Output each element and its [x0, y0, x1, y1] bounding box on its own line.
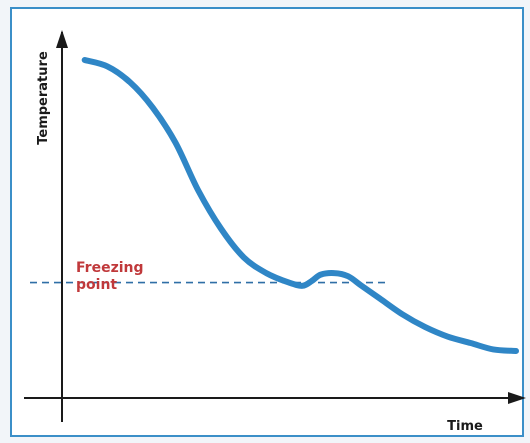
x-axis-arrowhead: [508, 392, 526, 404]
cooling-curve-line: [81, 57, 519, 354]
freezing-point-label-line2: point: [76, 277, 117, 293]
freezing-point-label-line1: Freezing: [76, 260, 144, 276]
y-axis-label: Temperature: [36, 51, 51, 145]
chart-frame: [10, 7, 524, 437]
y-axis-arrowhead: [56, 30, 68, 48]
x-axis-label: Time: [447, 419, 483, 434]
